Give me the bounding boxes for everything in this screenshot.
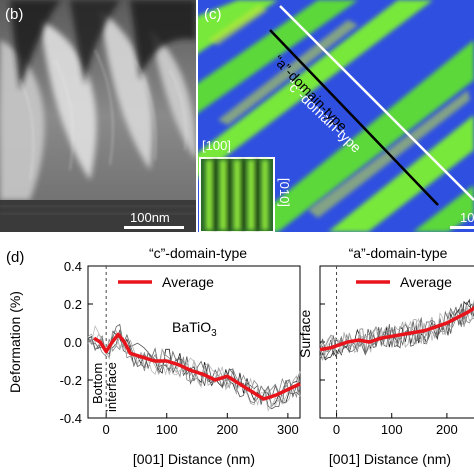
batio3-label: BaTiO3: [172, 319, 217, 339]
panel-b-letter: (b): [5, 6, 24, 23]
x-tick-label: 100: [156, 422, 178, 437]
y-tick-label: -0.2: [60, 373, 82, 388]
tem-image: [0, 0, 196, 232]
panel-c-letter: (c): [204, 6, 222, 23]
interface-label: interface: [104, 362, 119, 412]
y-tick-label: 0.4: [64, 259, 82, 274]
y-axis-label: Deformation (%): [7, 291, 23, 393]
strain-map: [198, 0, 474, 232]
chart-a-domain: “a”-domain-type Surface [001] Distance (…: [297, 245, 474, 467]
y-tick-label: -0.4: [60, 411, 82, 426]
y-tick-label: 0.0: [64, 335, 82, 350]
surface-label: Surface: [297, 310, 313, 358]
x-tick-label: 0: [103, 422, 110, 437]
chart-c-domain: “c”-domain-type Deformation (%) [001] Di…: [7, 245, 301, 467]
x-axis-label-c: [001] Distance (nm): [133, 451, 255, 467]
individual-trace: [319, 309, 474, 355]
panel-d: (d) “c”-domain-type Deformation (%) [001…: [6, 245, 474, 467]
x-tick-label: 100: [381, 422, 403, 437]
scale-bar-b: [124, 226, 184, 229]
legend-a: Average: [356, 274, 452, 290]
individual-trace: [87, 329, 301, 410]
panel-b: (b) 100nm: [0, 0, 196, 232]
inset-side-label: [010]: [277, 178, 292, 207]
scale-bar-c: [450, 226, 474, 229]
x-tick-label: 200: [216, 422, 238, 437]
individual-trace: [87, 323, 301, 405]
a-domain-line: [269, 29, 439, 206]
x-tick-label: 200: [436, 422, 458, 437]
scale-bar-label-c: 10: [460, 210, 474, 225]
y-tick-label: 0.2: [64, 297, 82, 312]
individual-trace: [87, 330, 301, 409]
panel-c: (c) “c”-domain-type “a”-domain-type [100…: [198, 0, 474, 232]
legend-c-label: Average: [162, 274, 214, 290]
x-tick-label: 0: [333, 422, 340, 437]
inset-image: [199, 157, 275, 232]
inset-top-label: [100]: [202, 138, 231, 153]
chart-a-title: “a”-domain-type: [349, 245, 448, 261]
x-axis-label-a: [001] Distance (nm): [329, 451, 451, 467]
average-line: [93, 332, 301, 401]
legend-a-label: Average: [400, 274, 452, 290]
x-tick-label: 300: [277, 422, 299, 437]
individual-trace: [87, 330, 301, 407]
average-line: [319, 306, 474, 352]
bottom-label: Bottom: [90, 363, 105, 404]
panel-d-letter: (d): [6, 249, 24, 266]
c-domain-line: [279, 5, 474, 201]
scale-bar-label-b: 100nm: [130, 210, 170, 225]
chart-c-title: “c”-domain-type: [149, 245, 247, 261]
legend-c: Average: [118, 274, 214, 290]
individual-trace: [87, 324, 301, 412]
